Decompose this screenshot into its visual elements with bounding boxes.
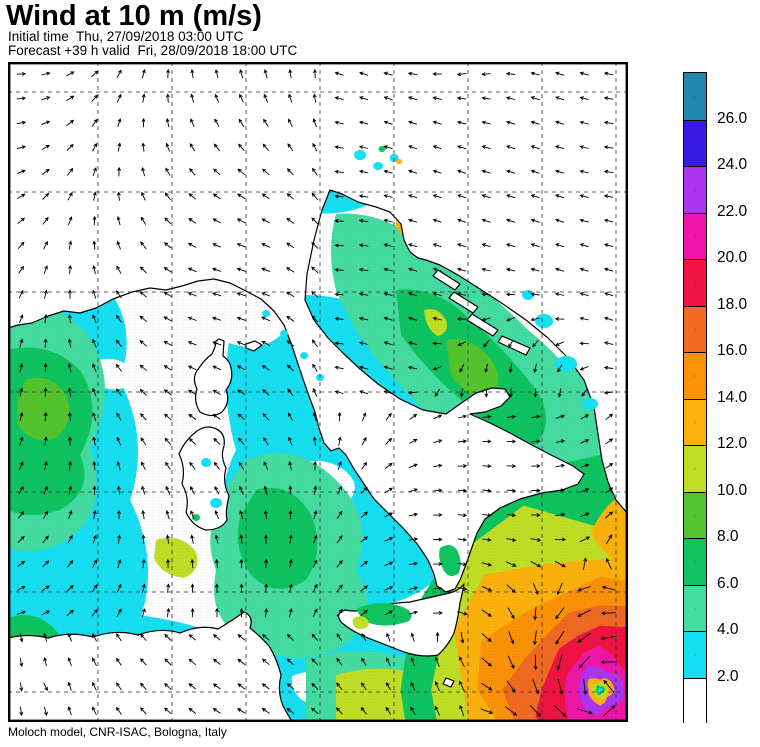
- map-title: Wind at 10 m (m/s): [6, 0, 262, 32]
- forecast-valid-line: Forecast +39 h valid Fri, 28/09/2018 18:…: [8, 43, 298, 58]
- colorbar-segment: [684, 259, 706, 306]
- map-frame: [8, 62, 628, 722]
- colorbar-tick-label: 26.0: [717, 109, 748, 127]
- colorbar-segment: [684, 398, 706, 445]
- coastline-layer: [8, 62, 628, 722]
- gridline-layer: [8, 62, 628, 722]
- initial-time-line: Initial time Thu, 27/09/2018 03:00 UTC: [8, 29, 244, 44]
- colorbar-tick-label: 6.0: [717, 574, 739, 592]
- colorbar-tick-label: 10.0: [717, 481, 748, 499]
- colorbar-tick-label: 24.0: [717, 156, 748, 173]
- colorbar-tick-label: 2.0: [717, 667, 739, 685]
- colorbar-segment: [684, 73, 706, 120]
- colorbar-tick-label: 8.0: [717, 528, 739, 545]
- colorbar-segment: [684, 352, 706, 399]
- colorbar-segment: [684, 445, 706, 492]
- colorbar-segment: [684, 584, 706, 631]
- wind-field-layer: [16, 68, 617, 718]
- map-canvas: [8, 62, 628, 722]
- colorbar-segment: [684, 305, 706, 352]
- colorbar-segment: [684, 538, 706, 585]
- colorbar-segment: [684, 119, 706, 166]
- colorbar-tick-label: 14.0: [717, 388, 748, 406]
- colorbar: [683, 72, 707, 724]
- colorbar-tick-label: 20.0: [717, 249, 748, 266]
- colorbar-segment: [684, 677, 706, 724]
- colorbar-segment: [684, 491, 706, 538]
- colorbar-tick-label: 12.0: [717, 435, 748, 452]
- model-caption: Moloch model, CNR-ISAC, Bologna, Italy: [8, 725, 227, 739]
- colorbar-segment: [684, 212, 706, 259]
- colorbar-tick-label: 4.0: [717, 621, 739, 638]
- colorbar-segment: [684, 631, 706, 678]
- colorbar-segment: [684, 166, 706, 213]
- colorbar-tick-label: 18.0: [717, 295, 748, 313]
- colorbar-tick-label: 16.0: [717, 342, 748, 359]
- colorbar-tick-label: 22.0: [717, 202, 748, 220]
- orography-shading: [192, 146, 599, 630]
